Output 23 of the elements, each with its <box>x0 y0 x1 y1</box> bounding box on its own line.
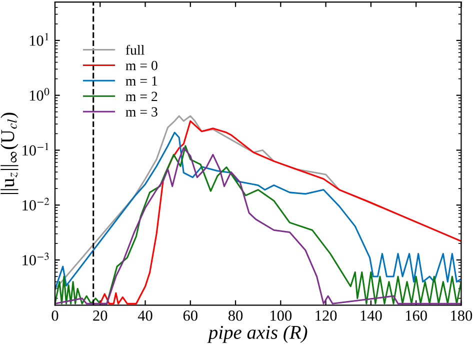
legend-label: m = 1 <box>126 76 158 86</box>
line-series <box>99 120 462 304</box>
x-tick-label: 20 <box>93 310 108 321</box>
legend-label: m = 2 <box>126 92 158 101</box>
y-tick-label: 10$^{−1}$ <box>22 142 48 156</box>
x-tick-label: 40 <box>138 310 152 321</box>
x-tick-label: 160 <box>406 310 427 321</box>
legend-label: m = 3 <box>126 107 158 117</box>
x-tick-label: 100 <box>270 310 292 321</box>
x-tick-label: 120 <box>316 310 337 321</box>
y-axis-title: ||u$_{z}$||$_{∞}$(U$_{cl}$) <box>0 112 18 194</box>
legend-label: m = 0 <box>126 60 158 70</box>
legend-label: full <box>126 44 144 55</box>
x-axis-title: pipe axis (R) <box>207 325 308 343</box>
x-tick-label: 80 <box>228 310 243 321</box>
x-tick-label: 140 <box>360 310 382 321</box>
x-tick-label: 0 <box>52 310 58 321</box>
y-tick-label: 10$^{0}$ <box>30 88 50 101</box>
y-tick-label: 10$^{−3}$ <box>22 252 49 266</box>
x-tick-label: 60 <box>183 310 198 321</box>
y-tick-label: 10$^{1}$ <box>30 33 48 46</box>
x-tick-label: 180 <box>451 310 472 321</box>
y-tick-label: 10$^{−2}$ <box>22 198 50 210</box>
